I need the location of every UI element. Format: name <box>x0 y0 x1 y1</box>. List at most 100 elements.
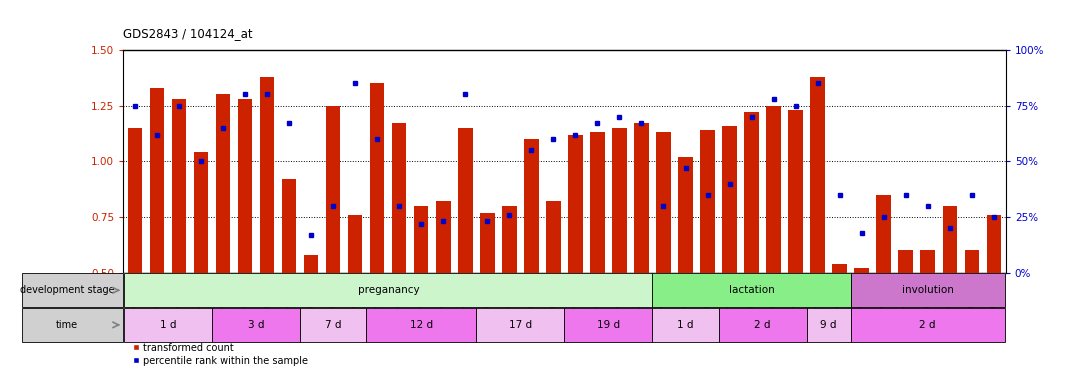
Bar <box>282 179 296 273</box>
Text: 17 d: 17 d <box>509 320 532 330</box>
FancyBboxPatch shape <box>410 272 433 319</box>
Bar <box>943 206 957 273</box>
FancyBboxPatch shape <box>431 272 455 319</box>
Text: lactation: lactation <box>729 285 775 295</box>
Text: involution: involution <box>902 285 953 295</box>
Bar <box>476 308 565 342</box>
FancyBboxPatch shape <box>696 272 719 319</box>
Bar <box>851 273 1005 307</box>
FancyBboxPatch shape <box>629 272 654 319</box>
Bar <box>678 157 692 273</box>
Text: 1 d: 1 d <box>677 320 693 330</box>
Bar <box>393 123 407 273</box>
Bar <box>899 250 913 273</box>
Bar <box>216 94 230 273</box>
Bar <box>789 110 802 273</box>
FancyBboxPatch shape <box>937 272 962 319</box>
FancyBboxPatch shape <box>498 272 521 319</box>
Bar <box>987 215 1000 273</box>
Bar <box>766 106 781 273</box>
Bar <box>653 308 719 342</box>
Bar <box>238 99 253 273</box>
Text: 7 d: 7 d <box>325 320 341 330</box>
FancyBboxPatch shape <box>256 272 279 319</box>
Bar <box>832 264 846 273</box>
Text: time: time <box>56 320 78 330</box>
Bar <box>653 273 851 307</box>
FancyBboxPatch shape <box>585 272 609 319</box>
FancyBboxPatch shape <box>233 272 257 319</box>
Bar <box>366 308 476 342</box>
FancyBboxPatch shape <box>212 272 235 319</box>
FancyBboxPatch shape <box>850 272 873 319</box>
FancyBboxPatch shape <box>872 272 896 319</box>
FancyBboxPatch shape <box>167 272 192 319</box>
Text: 12 d: 12 d <box>410 320 433 330</box>
FancyBboxPatch shape <box>189 272 213 319</box>
Text: 9 d: 9 d <box>821 320 837 330</box>
Bar <box>437 201 450 273</box>
FancyBboxPatch shape <box>762 272 785 319</box>
FancyBboxPatch shape <box>520 272 544 319</box>
Bar <box>150 88 165 273</box>
FancyBboxPatch shape <box>718 272 742 319</box>
Bar <box>480 212 494 273</box>
Bar <box>701 130 715 273</box>
FancyBboxPatch shape <box>564 272 587 319</box>
FancyBboxPatch shape <box>475 272 500 319</box>
Bar <box>568 134 582 273</box>
FancyBboxPatch shape <box>277 272 301 319</box>
Bar <box>124 273 653 307</box>
FancyBboxPatch shape <box>916 272 939 319</box>
Text: 2 d: 2 d <box>919 320 936 330</box>
FancyBboxPatch shape <box>806 272 829 319</box>
Bar <box>876 195 891 273</box>
FancyBboxPatch shape <box>608 272 631 319</box>
Bar <box>212 308 301 342</box>
Text: 1 d: 1 d <box>159 320 177 330</box>
Bar <box>745 112 759 273</box>
FancyBboxPatch shape <box>321 272 346 319</box>
Bar <box>547 201 561 273</box>
FancyBboxPatch shape <box>960 272 983 319</box>
FancyBboxPatch shape <box>300 272 323 319</box>
Bar <box>964 250 979 273</box>
Bar <box>502 206 517 273</box>
Legend: transformed count, percentile rank within the sample: transformed count, percentile rank withi… <box>128 339 312 369</box>
Text: GDS2843 / 104124_at: GDS2843 / 104124_at <box>123 27 253 40</box>
Bar <box>301 308 366 342</box>
Text: 2 d: 2 d <box>754 320 770 330</box>
Bar <box>810 77 825 273</box>
FancyBboxPatch shape <box>123 272 147 319</box>
Bar <box>591 132 605 273</box>
Text: preganancy: preganancy <box>357 285 419 295</box>
Bar <box>635 123 648 273</box>
FancyBboxPatch shape <box>387 272 411 319</box>
FancyBboxPatch shape <box>828 272 852 319</box>
Bar <box>524 139 538 273</box>
FancyBboxPatch shape <box>783 272 808 319</box>
Bar <box>414 206 428 273</box>
Bar <box>851 308 1005 342</box>
FancyBboxPatch shape <box>343 272 367 319</box>
FancyBboxPatch shape <box>893 272 917 319</box>
Bar <box>807 308 851 342</box>
Bar <box>21 308 123 342</box>
FancyBboxPatch shape <box>982 272 1006 319</box>
Bar <box>194 152 209 273</box>
Bar <box>719 308 807 342</box>
Bar <box>370 83 384 273</box>
Bar <box>124 308 212 342</box>
Bar <box>612 128 627 273</box>
FancyBboxPatch shape <box>366 272 389 319</box>
FancyBboxPatch shape <box>652 272 675 319</box>
Text: 3 d: 3 d <box>248 320 264 330</box>
FancyBboxPatch shape <box>454 272 477 319</box>
Text: 19 d: 19 d <box>597 320 620 330</box>
FancyBboxPatch shape <box>146 272 169 319</box>
Bar <box>920 250 935 273</box>
FancyBboxPatch shape <box>739 272 763 319</box>
FancyBboxPatch shape <box>674 272 698 319</box>
Bar <box>855 268 869 273</box>
Bar <box>128 128 142 273</box>
